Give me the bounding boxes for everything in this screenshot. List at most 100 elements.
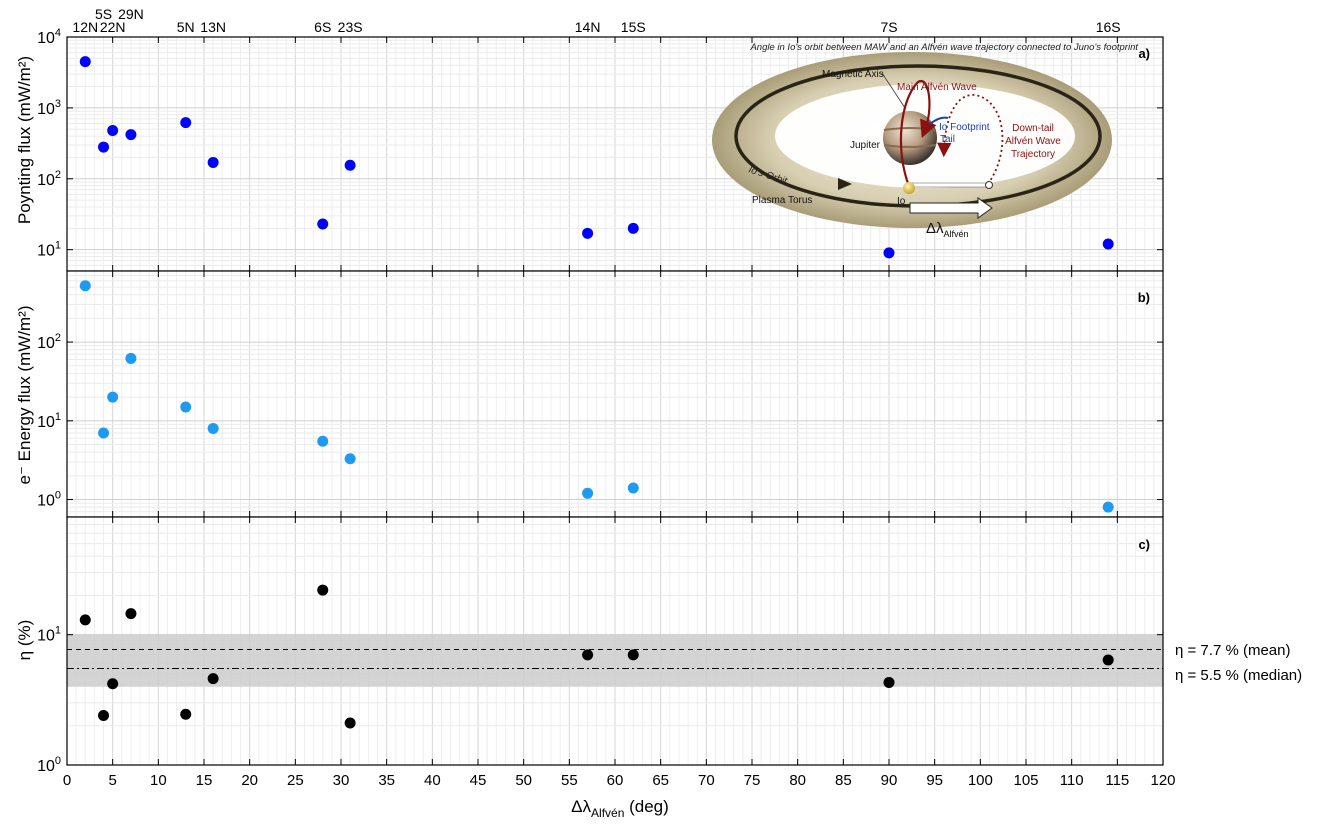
data-point	[79, 56, 91, 68]
data-point	[98, 427, 110, 439]
data-point	[125, 352, 137, 364]
x-tick-label: 95	[926, 772, 943, 789]
event-label: 6S	[314, 19, 331, 35]
event-label: 22N	[100, 19, 126, 35]
x-tick-label: 5	[108, 772, 116, 789]
data-point	[582, 649, 594, 661]
data-point	[79, 614, 91, 626]
y-tick-label: 104	[37, 27, 61, 47]
x-tick-label: 100	[968, 772, 993, 789]
data-point	[180, 401, 192, 413]
data-point	[180, 708, 192, 720]
io-label: Io	[897, 196, 906, 207]
magnetic-axis-label: Magnetic Axis	[822, 69, 884, 80]
downtail-label: Down-tail Alfvén Wave Trajectory	[1005, 123, 1061, 160]
event-label: 5S	[95, 6, 112, 22]
data-point	[317, 584, 329, 596]
x-tick-label: 75	[744, 772, 761, 789]
x-tick-label: 90	[881, 772, 898, 789]
data-point	[107, 124, 119, 136]
data-point	[582, 487, 594, 499]
delta-lambda-label: ΔλAlfvén	[926, 220, 969, 239]
panel-label-b: b)	[1138, 290, 1150, 305]
data-point	[98, 141, 110, 153]
x-tick-label: 0	[63, 772, 71, 789]
event-label: 12N	[72, 19, 98, 35]
x-tick-label: 20	[241, 772, 258, 789]
data-point	[207, 422, 219, 434]
data-point	[627, 649, 639, 661]
jupiter-label: Jupiter	[850, 140, 881, 151]
data-point	[344, 717, 356, 729]
spread-band	[67, 634, 1163, 687]
y-tick-label: 103	[37, 98, 61, 118]
y-axis-title-b: e⁻ Energy flux (mW/m²)	[15, 306, 34, 485]
y-axis-title-c: η (%)	[15, 620, 34, 661]
data-point	[98, 709, 110, 721]
x-tick-label: 80	[789, 772, 806, 789]
data-point	[125, 129, 137, 141]
y-tick-label: 101	[37, 240, 61, 260]
y-tick-label: 100	[37, 755, 61, 775]
data-point	[344, 159, 356, 171]
event-label: 7S	[880, 19, 897, 35]
x-axis-title: ΔλAlfvén (deg)	[571, 797, 669, 820]
x-tick-label: 70	[698, 772, 715, 789]
x-tick-label: 55	[561, 772, 578, 789]
footprint-tail-path	[929, 116, 949, 125]
data-point	[125, 608, 137, 620]
data-point	[627, 482, 639, 494]
plot-frame	[66, 516, 1164, 766]
x-tick-label: 115	[1105, 772, 1129, 789]
data-point	[180, 117, 192, 129]
x-tick-label: 60	[607, 772, 624, 789]
x-axis: 0 5 10 15 20 25 30 35 40 45 50 55 60 65 70 75 80 85 90 95 10…	[63, 772, 1176, 789]
event-label: 16S	[1096, 19, 1121, 35]
event-label: 23S	[338, 19, 363, 35]
data-point	[1102, 501, 1114, 513]
panel-label-a: a)	[1138, 46, 1150, 61]
x-tick-label: 35	[378, 772, 395, 789]
y-tick-label: 100	[37, 490, 61, 510]
main-alfven-wave-path	[899, 80, 937, 187]
y-axis-title-a: Poynting flux (mW/m²)	[15, 56, 34, 224]
data-point	[344, 453, 356, 465]
downtail-trajectory-path	[937, 94, 1004, 185]
data-point	[883, 247, 895, 259]
data-point	[79, 280, 91, 292]
io-to-trajectory-line	[909, 182, 989, 188]
event-label: 15S	[621, 19, 646, 35]
x-tick-label: 40	[424, 772, 441, 789]
y-tick-label: 102	[37, 169, 61, 189]
torus-inset-diagram: Angle in Io's orbit between MAW and an A…	[712, 42, 1138, 239]
mean-label: η = 7.7 % (mean)	[1175, 642, 1290, 659]
x-tick-label: 45	[470, 772, 487, 789]
data-point	[207, 156, 219, 168]
plasma-torus-label: Plasma Torus	[752, 195, 812, 206]
trajectory-point-icon	[985, 181, 993, 189]
x-tick-label: 50	[515, 772, 532, 789]
delta-lambda-arrow-icon	[909, 197, 993, 219]
data-point	[107, 678, 119, 690]
y-tick-label: 102	[37, 332, 61, 352]
x-tick-label: 85	[835, 772, 852, 789]
event-label: 14N	[575, 19, 601, 35]
x-tick-label: 110	[1060, 772, 1084, 789]
inset-caption: Angle in Io's orbit between MAW and an A…	[749, 42, 1138, 53]
io-footprint-label: Io Footprint Tail	[939, 122, 990, 145]
data-point	[317, 435, 329, 447]
event-label: 13N	[200, 19, 226, 35]
panel-efficiency: 100 101	[37, 516, 1164, 775]
data-point	[1102, 238, 1114, 250]
data-point	[1102, 654, 1114, 666]
y-tick-label: 101	[37, 411, 61, 431]
event-label: 29N	[118, 6, 144, 22]
x-tick-label: 10	[150, 772, 167, 789]
x-tick-label: 25	[287, 772, 304, 789]
x-tick-label: 65	[652, 772, 669, 789]
data-point	[582, 227, 594, 239]
data-point	[883, 676, 895, 688]
jupiter-band-2	[883, 144, 937, 148]
median-label: η = 5.5 % (median)	[1175, 667, 1302, 684]
